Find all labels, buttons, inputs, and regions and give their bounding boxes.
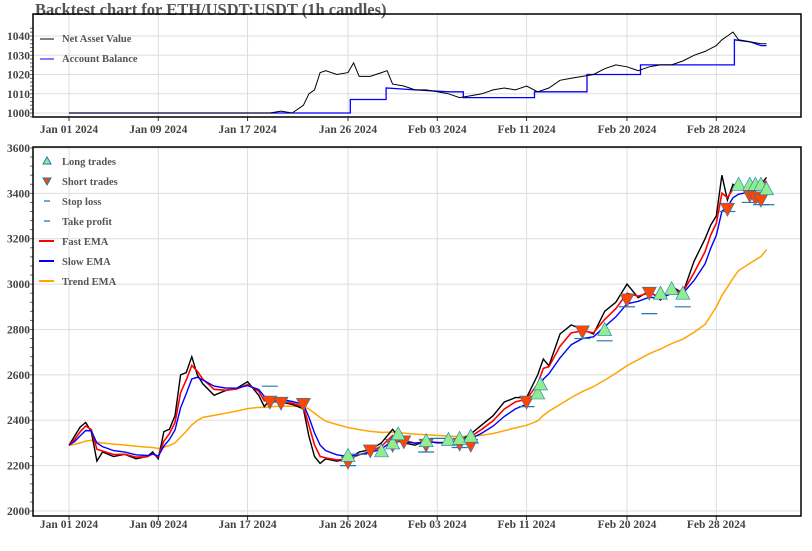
long-trade-marker [390,426,406,441]
long-trade-marker [385,435,401,450]
legend-label: Stop loss [62,197,101,208]
long-trade-marker [652,285,668,300]
x-tick-label: Feb 28 2024 [687,519,746,531]
x-tick-label: Feb 20 2024 [598,124,657,136]
x-tick-label: Jan 17 2024 [218,519,276,531]
panel-price [30,146,802,520]
y-tick-label: 1010 [7,89,30,101]
y-tick-label: 2200 [7,461,30,473]
x-tick-label: Jan 09 2024 [129,519,187,531]
y-tick-label: 2800 [7,324,30,336]
y-tick-label: 3000 [7,279,30,291]
x-tick-label: Feb 11 2024 [497,124,555,136]
short-trade-marker [719,202,735,217]
x-tick-label: Feb 11 2024 [497,519,555,531]
long-trade-marker [758,181,775,196]
x-tick-label: Jan 09 2024 [129,124,187,136]
long-trade-marker [340,447,356,462]
y-tick-label: 2000 [7,506,30,518]
short-trade-marker [641,286,657,301]
y-tick-label: 3600 [7,143,30,155]
slow-ema-line [68,183,767,458]
x-tick-label: Feb 03 2024 [408,519,467,531]
long-trade-marker [675,285,691,300]
x-tick-label: Jan 01 2024 [40,124,98,136]
panel-equity [30,13,802,121]
short-trade-marker [574,325,590,340]
long-trade-marker [418,433,434,447]
long-trade-marker [530,385,546,400]
y-tick-label: 1000 [7,108,30,120]
long-trade-marker [373,443,389,458]
long-trade-marker [452,430,468,445]
y-tick-label: 1020 [7,70,30,82]
y-tick-label: 1030 [7,50,30,62]
legend-label: Short trades [62,177,118,188]
legend-label: Take profit [62,217,112,228]
short-trade-marker [619,293,635,308]
long-trade-marker [440,431,456,446]
legend-short-icon [42,177,52,187]
short-trade-marker [519,395,535,410]
plot-frame [32,146,802,517]
net-asset-value-line [69,31,767,114]
x-tick-label: Jan 26 2024 [319,124,377,136]
short-trade-marker [295,398,311,412]
legend-net-asset-value: Net Asset Value [62,34,132,45]
legend-label: Trend EMA [62,277,117,288]
legend-account-balance: Account Balance [62,54,138,65]
x-tick-label: Feb 03 2024 [408,124,467,136]
y-tick-label: 1040 [7,31,30,43]
long-trade-marker [463,428,479,443]
long-trade-marker [731,176,747,191]
long-trade-marker [664,281,680,295]
legend-label: Long trades [62,157,116,168]
x-tick-label: Jan 26 2024 [319,519,377,531]
account-balance-line [69,39,767,114]
x-tick-label: Feb 28 2024 [687,124,746,136]
y-tick-label: 3400 [7,188,30,200]
x-tick-label: Jan 17 2024 [218,124,276,136]
legend-long-icon [42,155,52,165]
y-tick-label: 2600 [7,370,30,382]
x-tick-label: Jan 01 2024 [40,519,98,531]
y-tick-label: 2400 [7,415,30,427]
short-trade-marker [273,396,289,411]
price-line [68,175,768,465]
long-trade-marker [533,376,549,391]
short-trade-marker [362,444,378,459]
plot-frame [32,13,802,118]
x-tick-label: Feb 20 2024 [598,519,657,531]
y-tick-label: 3200 [7,234,30,246]
short-trade-marker [262,395,278,410]
legend-label: Fast EMA [62,237,109,248]
legend-label: Slow EMA [62,257,111,268]
long-trade-marker [597,321,613,336]
